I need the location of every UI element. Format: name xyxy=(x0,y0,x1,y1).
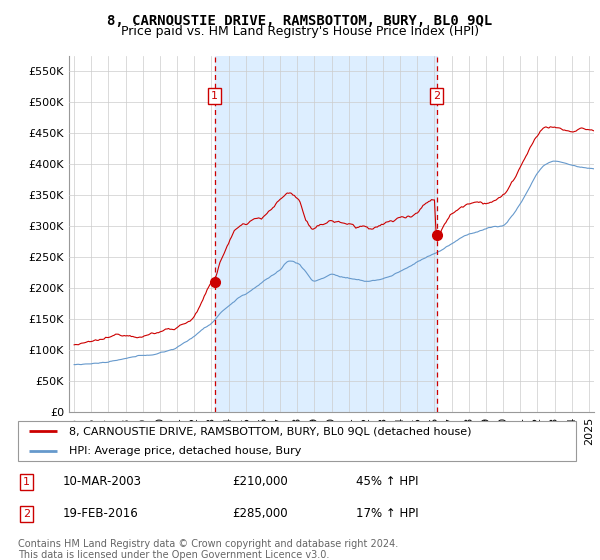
Text: 2: 2 xyxy=(23,509,30,519)
Text: £285,000: £285,000 xyxy=(232,507,288,520)
Text: 8, CARNOUSTIE DRIVE, RAMSBOTTOM, BURY, BL0 9QL (detached house): 8, CARNOUSTIE DRIVE, RAMSBOTTOM, BURY, B… xyxy=(69,426,471,436)
Text: £210,000: £210,000 xyxy=(232,475,288,488)
Text: Contains HM Land Registry data © Crown copyright and database right 2024.
This d: Contains HM Land Registry data © Crown c… xyxy=(18,539,398,560)
Text: Price paid vs. HM Land Registry's House Price Index (HPI): Price paid vs. HM Land Registry's House … xyxy=(121,25,479,38)
FancyBboxPatch shape xyxy=(18,421,577,461)
Text: HPI: Average price, detached house, Bury: HPI: Average price, detached house, Bury xyxy=(69,446,301,456)
Text: 1: 1 xyxy=(211,91,218,101)
Bar xyxy=(215,56,437,412)
Text: 8, CARNOUSTIE DRIVE, RAMSBOTTOM, BURY, BL0 9QL: 8, CARNOUSTIE DRIVE, RAMSBOTTOM, BURY, B… xyxy=(107,14,493,28)
Text: 10-MAR-2003: 10-MAR-2003 xyxy=(63,475,142,488)
Text: 17% ↑ HPI: 17% ↑ HPI xyxy=(356,507,419,520)
Text: 19-FEB-2016: 19-FEB-2016 xyxy=(63,507,139,520)
Text: 2: 2 xyxy=(433,91,440,101)
Text: 1: 1 xyxy=(23,477,30,487)
Text: 45% ↑ HPI: 45% ↑ HPI xyxy=(356,475,419,488)
